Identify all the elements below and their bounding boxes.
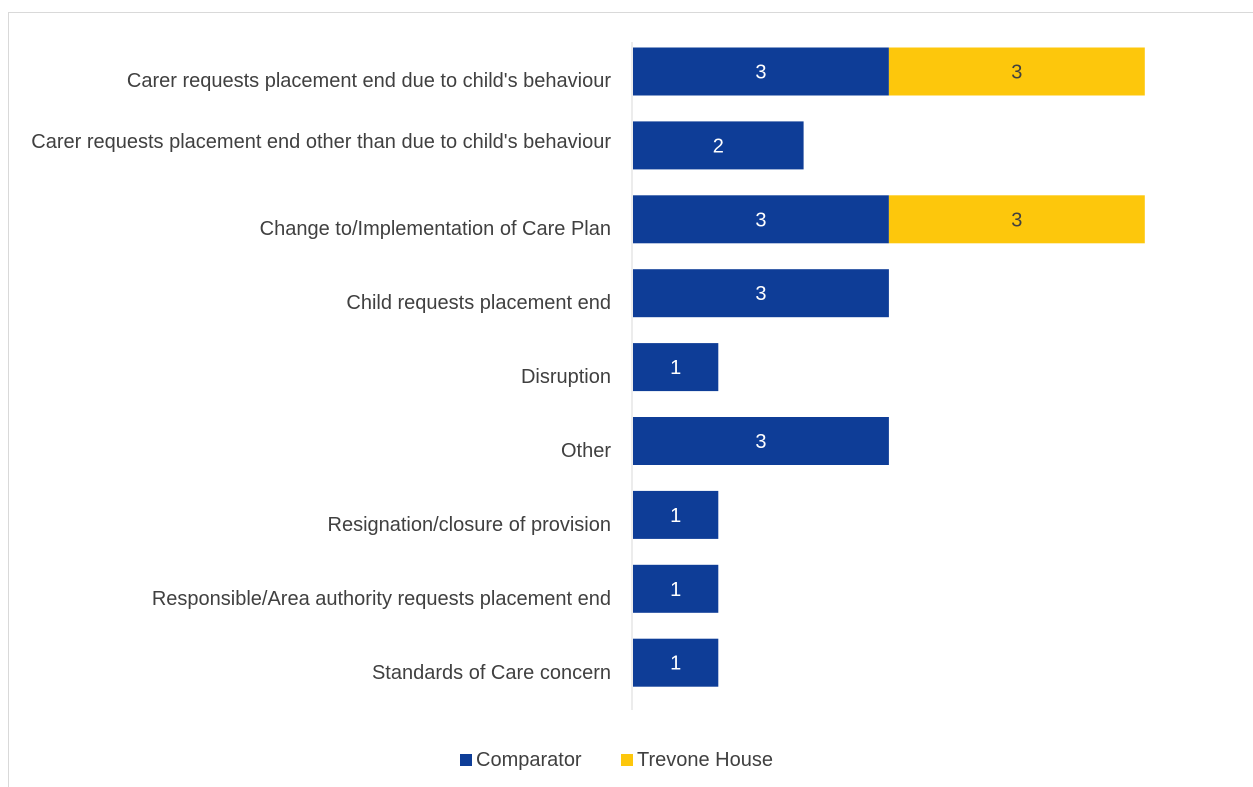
legend-swatch-comparator [460, 754, 472, 766]
category-label: Carer requests placement end due to chil… [126, 70, 611, 92]
data-label: 2 [713, 135, 724, 157]
legend-label-comparator: Comparator [476, 748, 582, 771]
bar-trevone-house [888, 195, 1145, 244]
data-label: 3 [755, 209, 766, 231]
chart-frame [8, 12, 1253, 787]
legend-item-trevone-house: Trevone House [621, 747, 773, 773]
bar-comparator [633, 269, 889, 318]
bars-group: 3 3 2 3 3 3 1 3 1 1 1 [633, 47, 1145, 687]
data-label: 1 [670, 357, 681, 379]
legend-item-comparator: Comparator [460, 747, 582, 773]
bar-comparator [633, 417, 889, 465]
category-label: Resignation/closure of provision [327, 514, 612, 536]
data-label: 3 [755, 431, 766, 453]
bar-comparator [633, 195, 889, 244]
category-label: Standards of Care concern [371, 662, 611, 684]
data-label: 3 [755, 62, 766, 84]
legend-label-trevone-house: Trevone House [637, 748, 773, 771]
data-label: 3 [1011, 209, 1022, 231]
category-label: Change to/Implementation of Care Plan [259, 218, 611, 240]
legend-swatch-trevone-house [621, 754, 633, 766]
data-label: 3 [1011, 62, 1022, 84]
category-label: Other [560, 440, 611, 462]
bar-comparator [633, 490, 719, 539]
data-label: 1 [670, 653, 681, 675]
bar-comparator [633, 638, 719, 687]
bar-comparator [633, 47, 889, 96]
bar-comparator [633, 564, 719, 613]
data-label: 1 [670, 505, 681, 527]
bar-trevone-house [888, 47, 1145, 96]
bar-comparator [633, 121, 804, 170]
bar-comparator [633, 343, 719, 392]
category-label: Responsible/Area authority requests plac… [151, 588, 611, 610]
category-label: Disruption [520, 366, 611, 388]
data-label: 1 [670, 579, 681, 601]
category-label: Carer requests placement end other than … [31, 131, 611, 153]
data-label: 3 [755, 283, 766, 305]
category-label: Child requests placement end [346, 292, 611, 314]
